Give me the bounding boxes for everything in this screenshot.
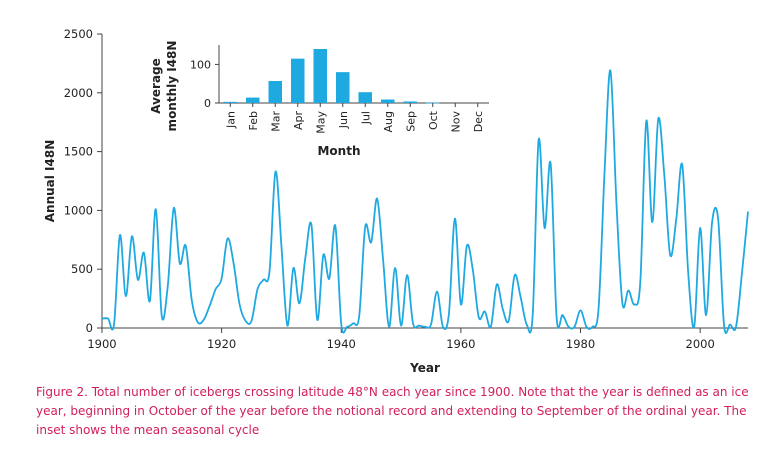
- inset-x-tick-label: May: [314, 111, 327, 134]
- inset-y-tick-label: 100: [190, 58, 211, 71]
- x-tick-label: 1920: [207, 337, 236, 351]
- inset-bar: [358, 92, 372, 103]
- x-tick-label: 2000: [686, 337, 715, 351]
- inset-x-tick-label: Aug: [382, 111, 395, 132]
- inset-bar: [403, 101, 417, 103]
- y-tick-label: 500: [71, 262, 93, 276]
- x-tick-label: 1960: [446, 337, 475, 351]
- inset-bar: [246, 97, 260, 103]
- inset-bar: [381, 99, 395, 103]
- figure-caption: Figure 2. Total number of icebergs cross…: [36, 385, 749, 437]
- inset-y-tick-label: 0: [204, 97, 211, 110]
- x-tick-label: 1980: [566, 337, 595, 351]
- x-tick-label: 1900: [87, 337, 116, 351]
- inset-x-tick-label: Jul: [359, 111, 372, 125]
- inset-x-tick-label: Jan: [224, 111, 237, 129]
- inset-y-axis-title-line1: Average: [149, 58, 163, 114]
- inset-x-tick-label: Nov: [449, 111, 462, 133]
- inset-bar: [336, 72, 350, 103]
- inset-bar: [223, 101, 237, 103]
- inset-bar: [268, 81, 282, 103]
- y-axis-title: Annual I48N: [43, 140, 57, 223]
- x-tick-label: 1940: [327, 337, 356, 351]
- inset-x-axis-title: Month: [317, 144, 360, 158]
- inset-x-tick-label: Feb: [247, 111, 260, 130]
- inset-x-tick-label: Dec: [472, 111, 485, 132]
- x-axis-title: Year: [409, 361, 440, 375]
- inset-bar: [291, 58, 305, 103]
- y-tick-label: 2000: [64, 86, 93, 100]
- inset-y-axis-title-line2: monthly I48N: [165, 41, 179, 132]
- inset-x-tick-label: Mar: [269, 111, 282, 132]
- y-tick-label: 2500: [64, 27, 93, 41]
- y-tick-label: 1500: [64, 145, 93, 159]
- y-tick-label: 0: [86, 321, 93, 335]
- inset-x-tick-label: Apr: [292, 111, 305, 131]
- inset-bar-chart: 0 100 Jan Feb Mar Apr May Jun Jul Aug Sep Oct Nov Dec…: [149, 41, 489, 158]
- inset-x-tick-label: Jun: [337, 111, 350, 129]
- inset-x-tick-label: Sep: [404, 111, 417, 132]
- inset-bar: [313, 49, 327, 103]
- annual-i48n-line: [101, 69, 749, 334]
- y-tick-label: 1000: [64, 203, 93, 217]
- inset-x-tick-label: Oct: [427, 110, 440, 130]
